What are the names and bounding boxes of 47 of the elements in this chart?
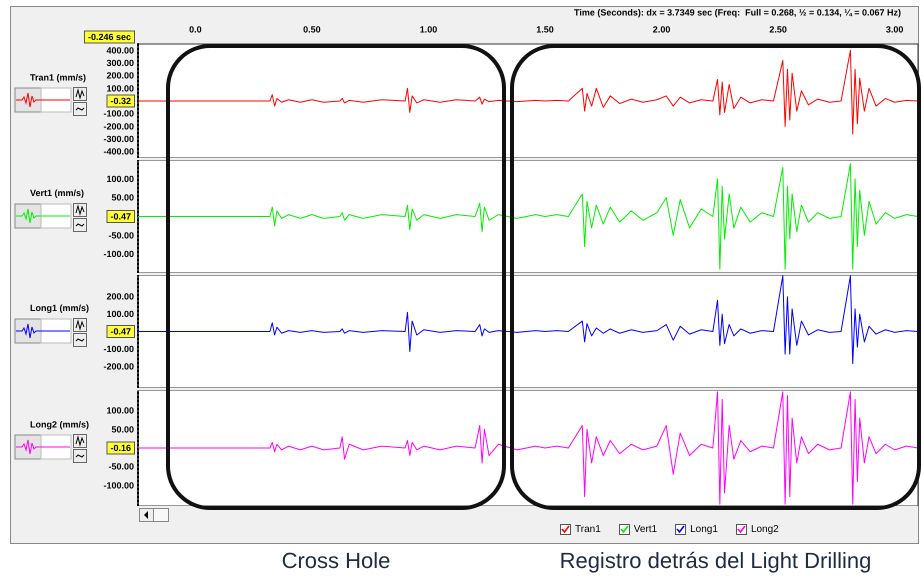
x-axis-title: Time (Seconds): dx = 3.7349 sec (Freq: Full = 0.268, ½ = 0.134, ¼ = 0.067 Hz): [574, 8, 902, 18]
line-series: [138, 275, 918, 364]
y-tick-label: 200.00: [106, 292, 134, 302]
y-axis-title: Vert1 (mm/s): [30, 188, 84, 198]
y-tick-label: 100.00: [106, 83, 134, 94]
text: -0.47: [110, 326, 131, 336]
y-tick-label: 100.00: [106, 406, 134, 416]
y-tick-label: 100.00: [106, 309, 134, 320]
x-tick-label: 2.50: [769, 24, 787, 34]
y-axis-title: Tran1 (mm/s): [30, 72, 86, 82]
legend-label: Long2: [750, 524, 779, 535]
text: -0.16: [110, 443, 131, 453]
y-tick-label: -400.00: [103, 146, 134, 157]
legend-label: Tran1: [575, 524, 601, 535]
x-tick-label: 2.00: [652, 24, 670, 34]
text: Cross Hole: [280, 548, 392, 574]
y-tick-label: 100.00: [106, 174, 134, 184]
text: -0.32: [110, 96, 131, 106]
x-tick-label: 1.50: [536, 24, 554, 34]
y-tick-label: 50.00: [111, 192, 134, 203]
y-tick-label: -100.00: [103, 344, 134, 354]
y-tick-label: -50.00: [108, 230, 134, 240]
y-tick-label: -50.00: [108, 462, 134, 472]
text: Registro detrás del Light Drilling: [558, 548, 872, 574]
y-tick-label: -100.00: [103, 249, 134, 260]
x-tick-label: 0.50: [303, 24, 321, 34]
line-series: [138, 50, 918, 134]
y-tick-label: 200.00: [106, 70, 134, 81]
y-tick-label: -300.00: [103, 134, 134, 144]
legend-label: Vert1: [634, 524, 658, 535]
x-tick-label: 3.00: [886, 24, 904, 34]
y-tick-label: -200.00: [103, 361, 134, 372]
line-series: [138, 163, 918, 270]
x-tick-label: 1.00: [420, 24, 438, 34]
y-tick-label: -100.00: [103, 480, 134, 490]
text: -0.246 sec: [88, 32, 131, 42]
y-tick-label: 300.00: [106, 58, 134, 68]
y-axis-title: Long1 (mm/s): [30, 303, 90, 313]
y-tick-label: 50.00: [111, 424, 134, 434]
y-tick-label: 400.00: [106, 45, 134, 56]
line-series: [138, 391, 918, 505]
legend-label: Long1: [690, 524, 718, 535]
y-tick-label: -100.00: [103, 108, 134, 119]
y-tick-label: -200.00: [103, 121, 134, 132]
x-tick-label: 0.0: [189, 24, 202, 34]
y-axis-title: Long2 (mm/s): [30, 420, 90, 430]
text: -0.47: [110, 212, 131, 222]
